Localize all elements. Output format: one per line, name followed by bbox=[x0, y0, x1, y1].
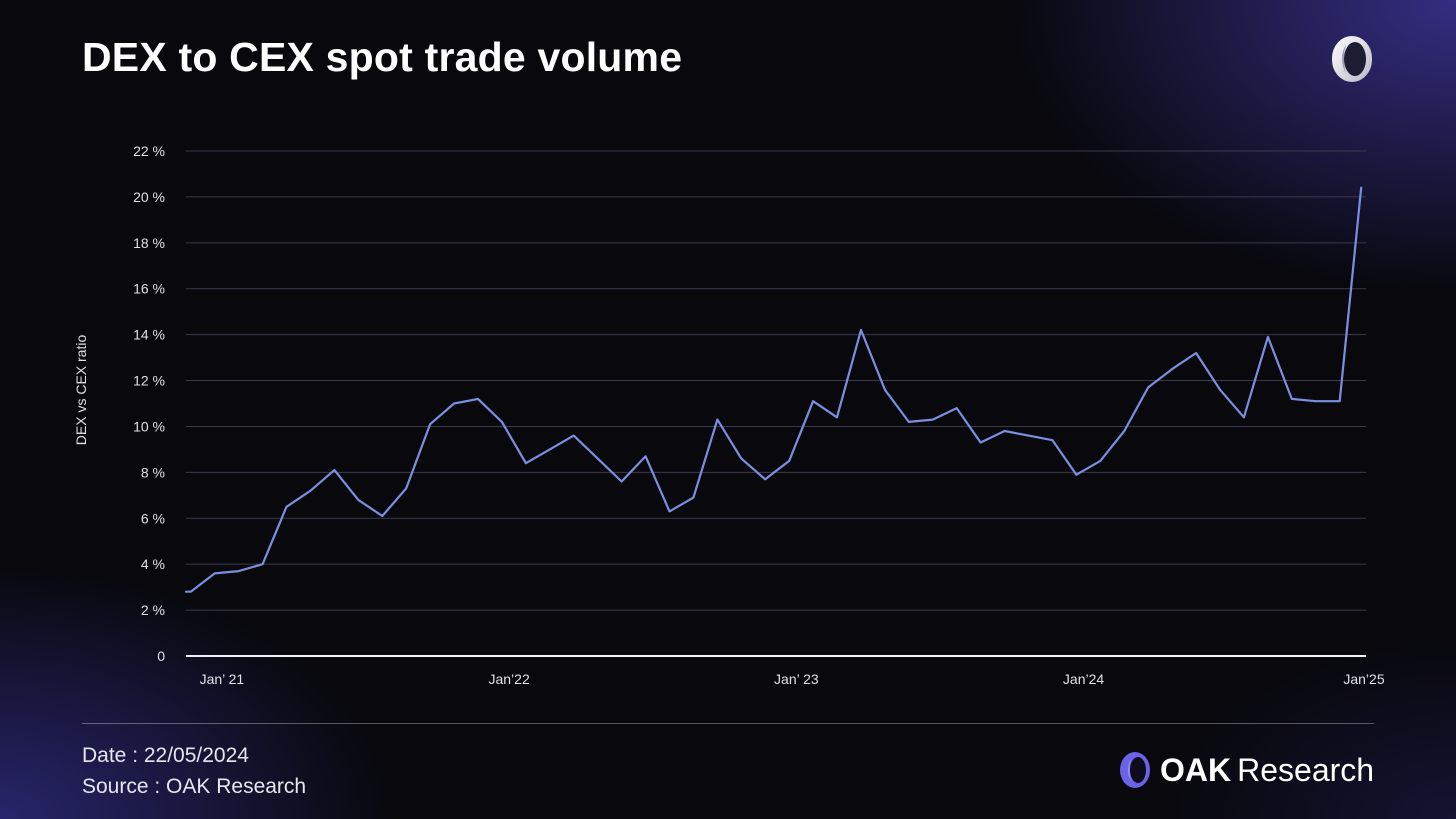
data-point bbox=[906, 419, 911, 424]
data-point bbox=[1098, 458, 1103, 463]
data-point bbox=[332, 468, 337, 473]
data-point bbox=[236, 569, 241, 574]
data-point bbox=[380, 513, 385, 518]
data-point bbox=[1146, 385, 1151, 390]
data-point bbox=[1002, 429, 1007, 434]
data-point bbox=[1289, 396, 1294, 401]
data-point bbox=[356, 497, 361, 502]
data-point bbox=[404, 486, 409, 491]
data-point bbox=[308, 488, 313, 493]
y-tick-label: 18 % bbox=[133, 235, 165, 251]
data-point bbox=[619, 479, 624, 484]
data-point bbox=[1170, 367, 1175, 372]
data-point bbox=[547, 447, 552, 452]
x-tick-label: Jan’24 bbox=[1063, 671, 1104, 687]
data-point bbox=[284, 504, 289, 509]
x-tick-label: Jan’ 21 bbox=[200, 671, 245, 687]
data-point bbox=[1194, 351, 1199, 356]
data-point bbox=[715, 417, 720, 422]
data-point bbox=[499, 419, 504, 424]
y-tick-label: 10 % bbox=[133, 418, 165, 434]
data-point bbox=[1026, 433, 1031, 438]
data-point bbox=[184, 589, 189, 594]
data-point bbox=[667, 509, 672, 514]
data-point bbox=[978, 440, 983, 445]
data-point bbox=[212, 571, 217, 576]
data-point bbox=[1122, 429, 1127, 434]
y-tick-label: 12 % bbox=[133, 373, 165, 389]
data-point bbox=[1050, 438, 1055, 443]
data-point bbox=[452, 401, 457, 406]
data-point bbox=[523, 461, 528, 466]
y-tick-label: 6 % bbox=[141, 510, 165, 526]
data-point bbox=[571, 433, 576, 438]
data-point bbox=[428, 422, 433, 427]
data-point bbox=[858, 328, 863, 333]
data-point bbox=[787, 458, 792, 463]
data-point bbox=[476, 396, 481, 401]
data-point bbox=[1241, 415, 1246, 420]
footer-divider bbox=[82, 723, 1374, 724]
data-point bbox=[260, 562, 265, 567]
data-point bbox=[691, 495, 696, 500]
y-tick-label: 0 bbox=[157, 648, 165, 664]
y-tick-label: 14 % bbox=[133, 327, 165, 343]
x-tick-label: Jan’ 23 bbox=[774, 671, 819, 687]
brand-logo: OAK Research bbox=[1118, 747, 1374, 793]
data-point bbox=[1265, 334, 1270, 339]
y-axis-ticks: 0 2 % 4 % 6 % 8 % 10 % 12 % 14 % 16 % 18 % 20 % 22 … bbox=[133, 143, 165, 664]
data-point bbox=[739, 456, 744, 461]
data-point bbox=[763, 477, 768, 482]
data-point bbox=[1337, 399, 1342, 404]
data-point bbox=[1359, 185, 1364, 190]
oak-logo-icon bbox=[1332, 36, 1372, 82]
data-point bbox=[643, 454, 648, 459]
data-point bbox=[954, 406, 959, 411]
source-text: Source : OAK Research bbox=[82, 775, 307, 798]
series-line bbox=[184, 186, 1363, 593]
data-point bbox=[882, 387, 887, 392]
grid-lines bbox=[186, 150, 1366, 657]
x-tick-label: Jan’22 bbox=[488, 671, 529, 687]
data-point bbox=[811, 399, 816, 404]
series-layer bbox=[184, 185, 1364, 594]
footer-info: Date : 22/05/2024 Source : OAK Research bbox=[82, 740, 306, 802]
oak-mark-icon bbox=[1120, 752, 1150, 788]
y-tick-label: 16 % bbox=[133, 281, 165, 297]
y-tick-label: 8 % bbox=[141, 464, 165, 480]
y-tick-label: 22 % bbox=[133, 143, 165, 159]
x-tick-label: Jan’25 bbox=[1343, 671, 1384, 687]
y-axis-label: DEX vs CEX ratio bbox=[73, 335, 89, 446]
y-tick-label: 4 % bbox=[141, 556, 165, 572]
data-point bbox=[930, 417, 935, 422]
data-point bbox=[595, 456, 600, 461]
x-axis-ticks: Jan’ 21 Jan’22 Jan’ 23 Jan’24 Jan’25 bbox=[200, 671, 1385, 687]
data-point bbox=[188, 589, 193, 594]
date-text: Date : 22/05/2024 bbox=[82, 744, 249, 767]
brand-name-strong: OAK bbox=[1160, 751, 1232, 788]
y-tick-label: 20 % bbox=[133, 189, 165, 205]
brand-name-light: Research bbox=[1237, 751, 1375, 788]
page-title: DEX to CEX spot trade volume bbox=[82, 34, 683, 80]
data-point bbox=[1074, 472, 1079, 477]
y-tick-label: 2 % bbox=[141, 602, 165, 618]
data-point bbox=[1217, 387, 1222, 392]
data-point bbox=[835, 415, 840, 420]
data-point bbox=[1313, 399, 1318, 404]
